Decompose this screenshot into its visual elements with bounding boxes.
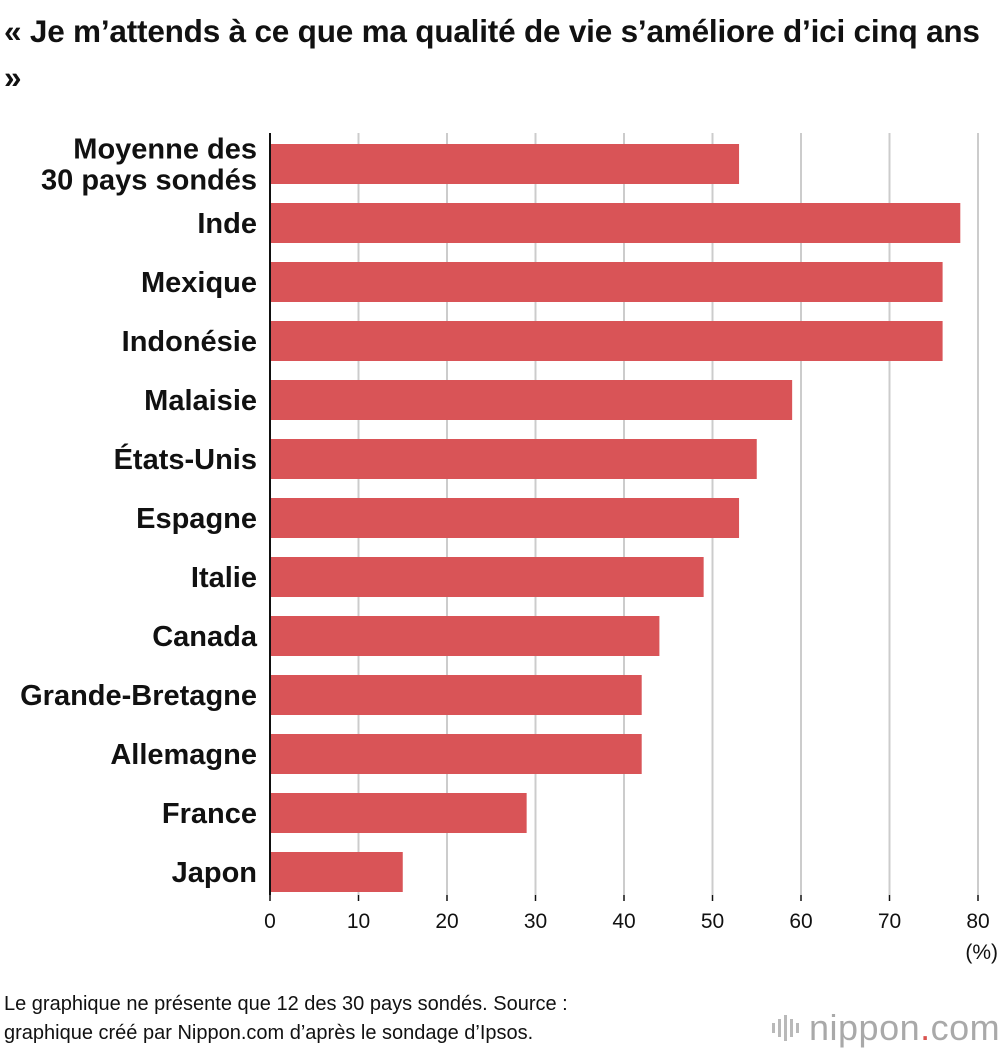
bar-6 [270, 498, 740, 538]
tick-label-50: 50 [701, 910, 724, 933]
tick-label-30: 30 [524, 910, 547, 933]
logo-mark-icon [772, 1015, 799, 1041]
tick-label-20: 20 [435, 910, 458, 933]
category-label-9: Grande-Bretagne [20, 680, 257, 712]
category-label-5: États-Unis [114, 442, 257, 476]
bar-0 [270, 144, 740, 184]
category-labels: Moyenne des 30 pays sondés Inde Mexique Indo… [20, 134, 258, 890]
category-label-7: Italie [191, 562, 257, 594]
category-label-4: Malaisie [144, 385, 257, 417]
tick-label-40: 40 [612, 910, 635, 933]
category-label-8: Canada [152, 621, 258, 653]
category-label-6: Espagne [136, 503, 257, 535]
nippon-logo: nippon.com [772, 1006, 1000, 1050]
tick-label-60: 60 [789, 910, 812, 933]
bar-10 [270, 734, 642, 774]
category-label-3: Indonésie [122, 326, 257, 358]
bar-2 [270, 262, 943, 302]
tick-label-0: 0 [264, 910, 276, 933]
tick-label-80: 80 [966, 910, 989, 933]
bar-4 [270, 380, 793, 420]
bar-3 [270, 321, 943, 361]
footnote: Le graphique ne présente que 12 des 30 p… [4, 990, 744, 1048]
bar-5 [270, 439, 757, 479]
bar-11 [270, 793, 527, 833]
category-label-10: Allemagne [110, 739, 257, 771]
x-axis-ticks: 0 10 20 30 40 50 60 70 80 [264, 895, 990, 933]
bars [270, 144, 961, 892]
bar-12 [270, 852, 403, 892]
tick-label-70: 70 [878, 910, 901, 933]
category-label-2: Mexique [141, 267, 257, 299]
category-label-11: France [162, 798, 257, 830]
bar-8 [270, 616, 660, 656]
bar-9 [270, 675, 642, 715]
category-label-1: Inde [197, 208, 257, 240]
chart-title: « Je m’attends à ce que ma qualité de vi… [4, 13, 980, 95]
footnote-line-2: graphique créé par Nippon.com d’après le… [4, 1022, 534, 1044]
bar-7 [270, 557, 704, 597]
logo-text: nippon.com [809, 1007, 1000, 1048]
category-label-0: Moyenne des 30 pays sondés [41, 134, 257, 197]
bar-1 [270, 203, 961, 243]
category-label-12: Japon [172, 857, 257, 889]
x-axis-unit: (%) [965, 941, 998, 964]
tick-label-10: 10 [347, 910, 370, 933]
footnote-line-1: Le graphique ne présente que 12 des 30 p… [4, 993, 568, 1015]
